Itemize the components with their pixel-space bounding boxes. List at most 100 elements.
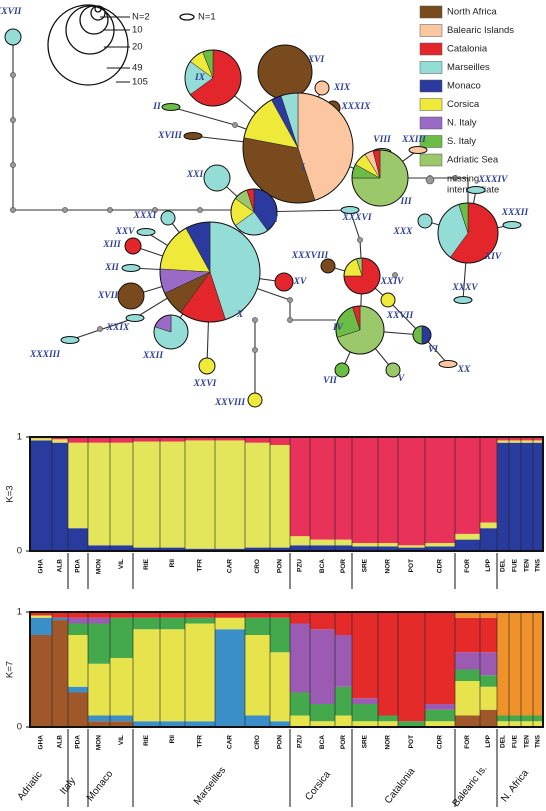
ancestry-segment <box>68 617 88 624</box>
haplotype-label: I <box>300 163 305 173</box>
missing-intermediate <box>392 272 398 278</box>
ancestry-segment <box>533 442 543 551</box>
ancestry-segment <box>378 721 398 727</box>
size-circle <box>65 5 115 55</box>
legend-label: North Africa <box>447 7 497 18</box>
legend-label: S. Italy <box>447 136 476 147</box>
ancestry-segment <box>52 437 68 440</box>
ancestry-segment <box>497 437 509 441</box>
population-label: PZU <box>297 559 304 572</box>
missing-intermediate <box>197 207 203 213</box>
missing-intermediate <box>452 175 458 181</box>
haplotype-label: XI <box>267 215 278 225</box>
ancestry-segment <box>245 617 270 635</box>
ancestry-segment <box>352 437 378 544</box>
haplotype-label: X <box>236 310 244 320</box>
ancestry-segment <box>480 686 497 710</box>
population-label: MON <box>96 559 103 574</box>
ancestry-segment <box>310 539 335 546</box>
haplotype-outline <box>437 202 499 264</box>
population-label: NOR <box>385 559 392 574</box>
size-label: 49 <box>132 63 143 74</box>
ancestry-segment <box>215 629 245 727</box>
haplotype-label: XXVIII <box>214 398 245 408</box>
haplotype-label: IV <box>332 323 344 333</box>
ancestry-segment <box>310 704 335 722</box>
ancestry-segment <box>335 437 352 540</box>
ancestry-segment <box>335 715 352 727</box>
ancestry-segment <box>290 692 310 716</box>
ancestry-segment <box>245 715 270 727</box>
ancestry-segment <box>88 721 110 727</box>
ancestry-segment <box>52 442 68 551</box>
missing-intermediate <box>10 117 16 123</box>
ancestry-segment <box>68 635 88 687</box>
haplotype-single <box>136 228 156 236</box>
ancestry-segment <box>509 440 521 443</box>
population-label: GHA <box>38 735 45 750</box>
haplotype-outline <box>153 314 189 350</box>
region-label: Italy <box>58 775 78 796</box>
ancestry-segment <box>352 546 378 551</box>
missing-intermediate <box>10 162 16 168</box>
missing-intermediate <box>287 317 293 323</box>
ancestry-segment <box>160 721 185 727</box>
population-label: PDA <box>75 735 82 749</box>
haplotype-label: VIII <box>373 135 391 145</box>
ancestry-segment <box>245 635 270 716</box>
ancestry-segment <box>335 545 352 551</box>
ancestry-segment <box>335 686 352 716</box>
ancestry-segment <box>160 437 185 442</box>
haplotype <box>380 292 396 308</box>
ancestry-segment <box>270 652 290 722</box>
single-symbol <box>179 13 195 21</box>
population-label: PON <box>277 735 284 749</box>
haplotype-label: XXV <box>114 227 135 237</box>
ancestry-segment <box>215 548 245 551</box>
ancestry-segment <box>185 617 215 624</box>
haplotype-single <box>466 186 486 194</box>
ancestry-segment <box>521 721 533 727</box>
ancestry-segment <box>480 437 497 523</box>
haplotype-label: XXXII <box>501 208 529 218</box>
haplotype-label: VI <box>428 345 438 355</box>
ancestry-segment <box>335 539 352 546</box>
ancestry-segment <box>245 442 270 548</box>
ancestry-segment <box>480 675 497 687</box>
ancestry-segment <box>215 612 245 618</box>
ancestry-segment <box>88 623 110 664</box>
ancestry-segment <box>521 440 533 443</box>
ancestry-segment <box>378 612 398 716</box>
ancestry-segment <box>521 612 533 716</box>
ancestry-segment <box>185 623 215 722</box>
ancestry-segment <box>133 547 160 551</box>
ancestry-segment <box>398 547 425 551</box>
ancestry-segment <box>521 442 533 551</box>
haplotype-label: XXXVI <box>341 213 371 223</box>
haplotype-single <box>183 132 203 140</box>
haplotype-outline <box>335 305 385 355</box>
population-label: CRO <box>254 735 261 749</box>
ancestry-segment <box>88 442 110 546</box>
population-label: SRE <box>362 558 369 572</box>
ancestry-segment <box>88 663 110 716</box>
ancestry-segment <box>68 686 88 693</box>
ancestry-segment <box>425 704 455 710</box>
population-label: ALB <box>57 559 64 573</box>
ancestry-segment <box>185 721 215 727</box>
y-tick-label: 1 <box>17 432 22 443</box>
size-circle <box>47 4 129 86</box>
ancestry-segment <box>378 715 398 722</box>
ancestry-segment <box>68 528 88 551</box>
legend-swatch <box>419 42 443 56</box>
haplotype-single <box>453 296 473 304</box>
ancestry-segment <box>245 437 270 443</box>
ancestry-segment <box>533 715 543 722</box>
population-label: FUE <box>512 734 519 748</box>
legend-swatch <box>419 135 443 148</box>
ancestry-segment <box>352 612 378 699</box>
legend-swatch <box>419 61 443 74</box>
ancestry-segment <box>398 545 425 548</box>
pie-slice <box>421 325 432 345</box>
ancestry-segment <box>509 437 521 441</box>
